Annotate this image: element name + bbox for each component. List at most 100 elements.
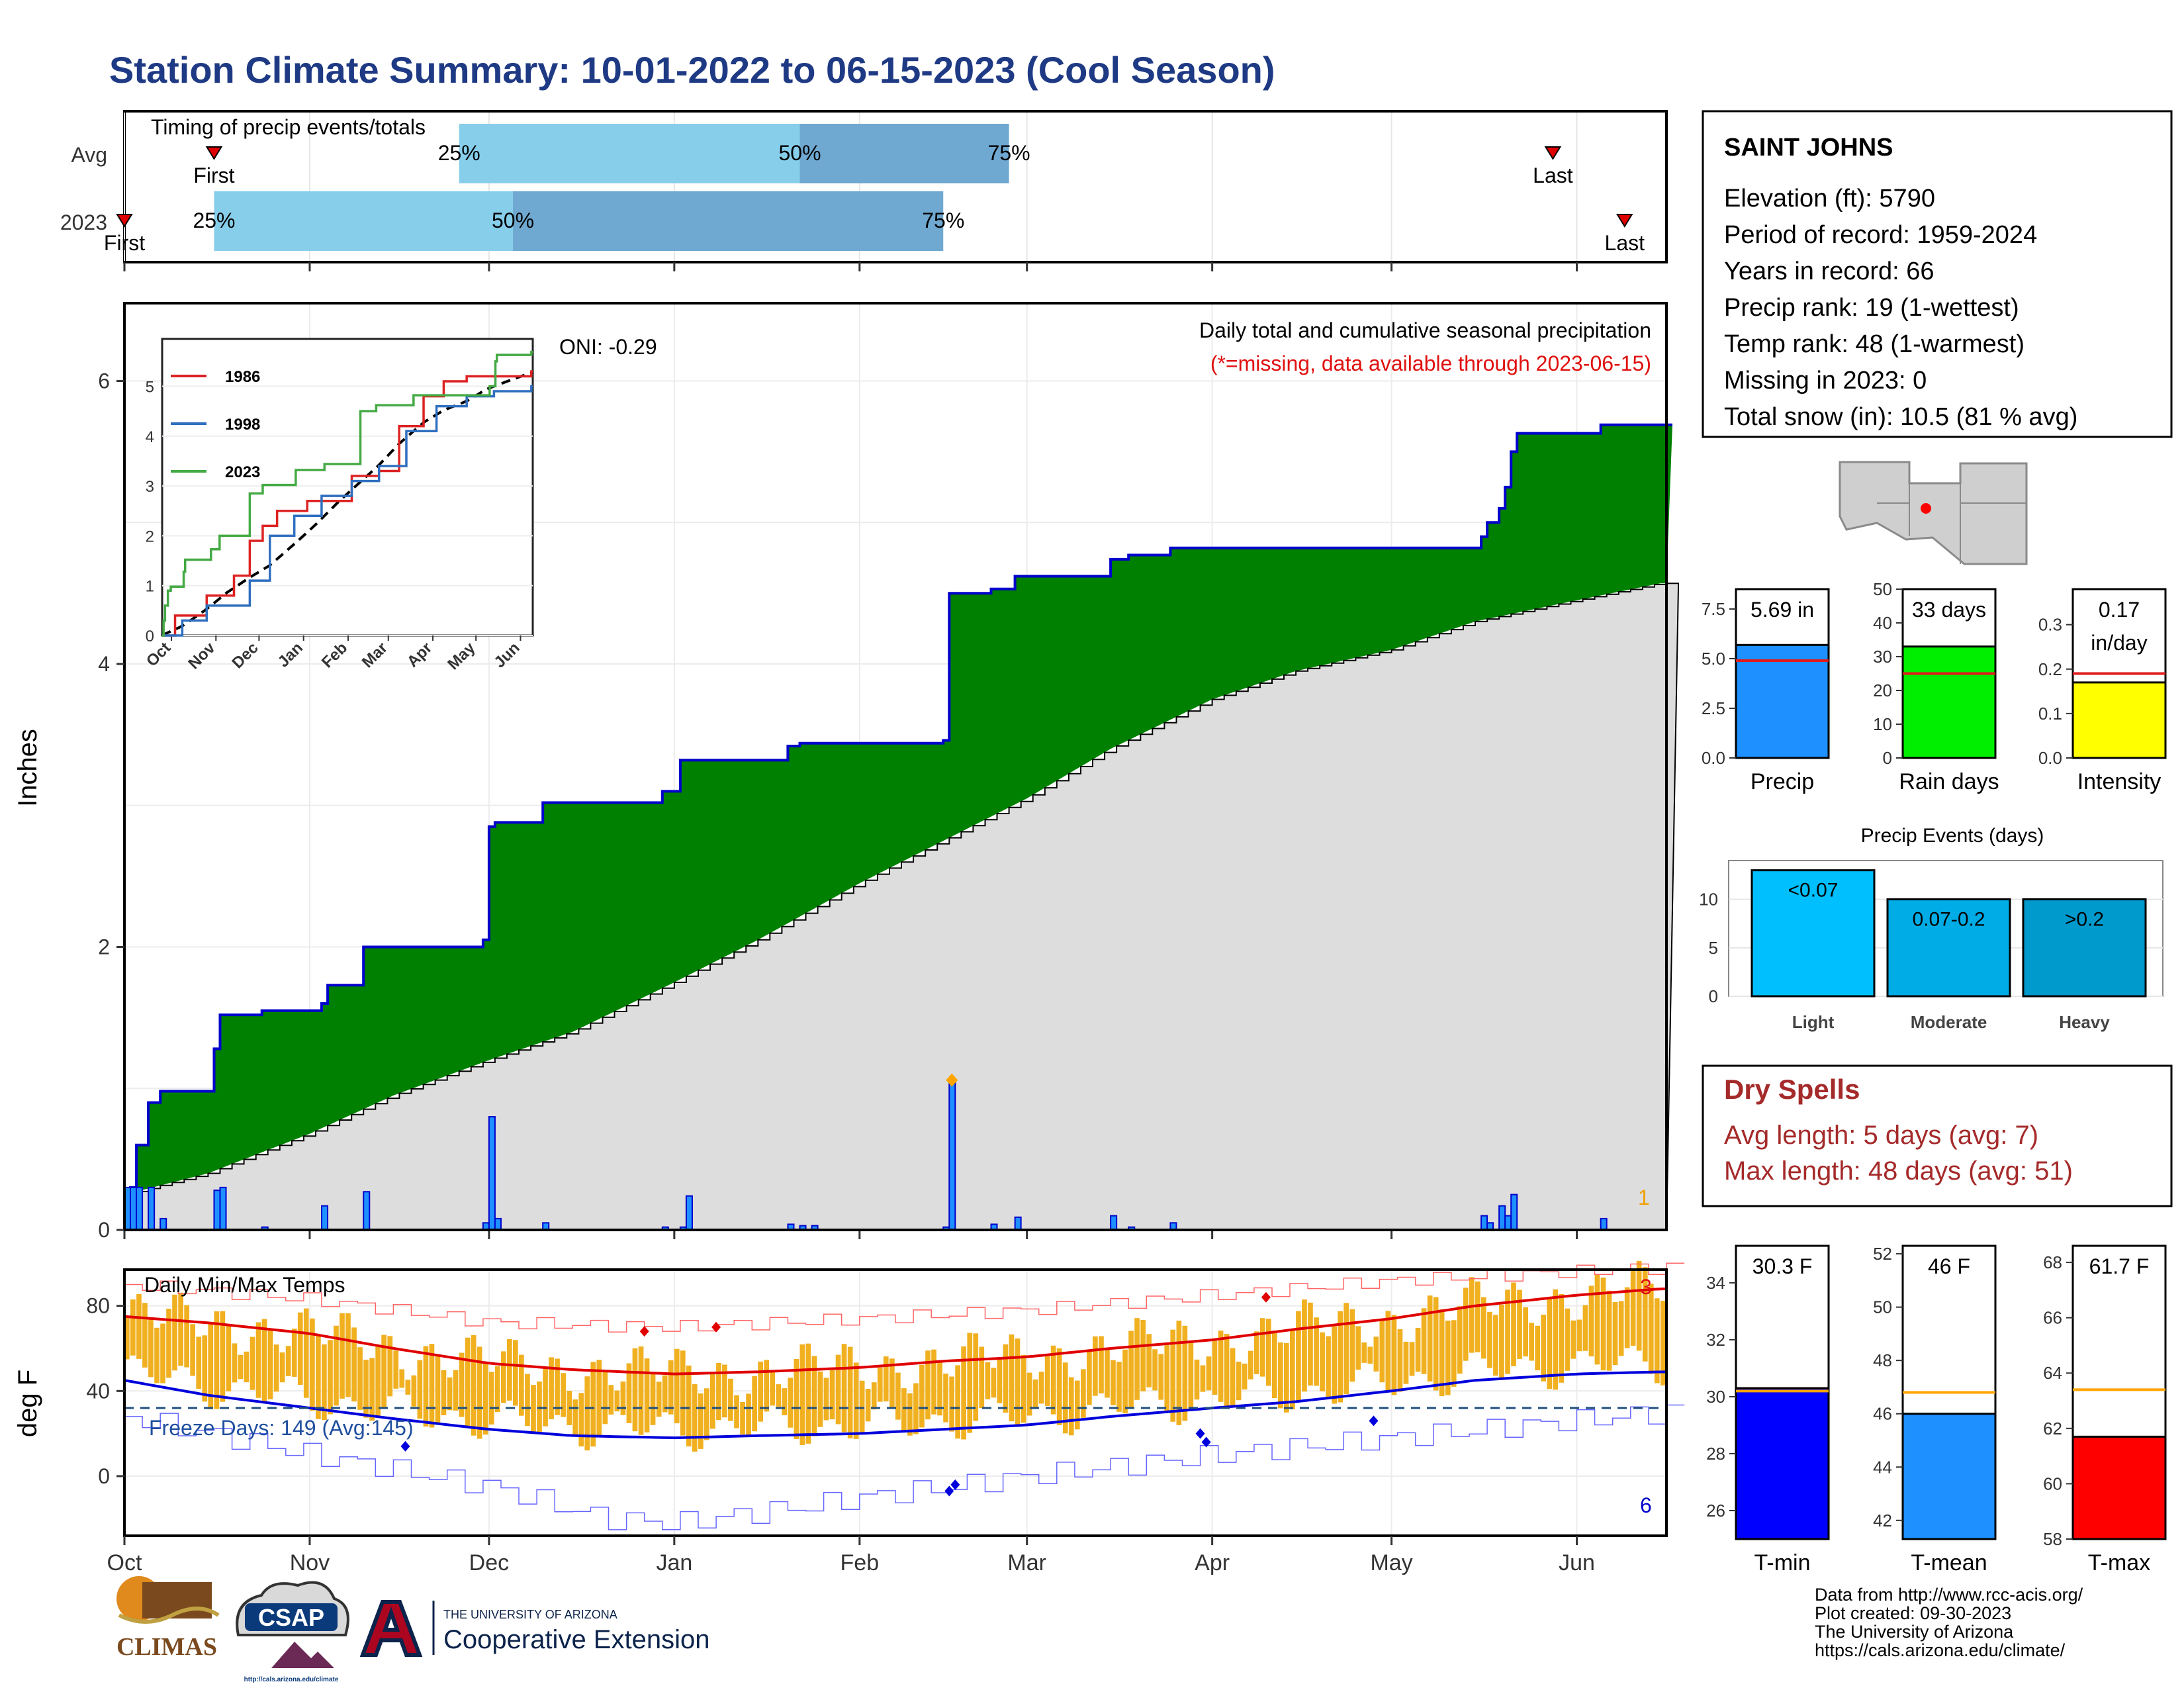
- inset-legend: 1986 1998 2023: [171, 368, 260, 481]
- temp-record-high-marker: [711, 1321, 721, 1333]
- temp-daily-range-bar: [488, 1372, 494, 1425]
- temp-daily-range-bar: [441, 1370, 447, 1415]
- summary-bar-label: Precip: [1751, 769, 1814, 794]
- events-bar-label: 0.07-0.2: [1912, 909, 1985, 931]
- temp-daily-range-bar: [1338, 1311, 1343, 1403]
- temp-daily-range-bar: [758, 1361, 763, 1422]
- summary-bar-tick-label: 50: [1873, 579, 1892, 599]
- temp-daily-range-bar: [1606, 1290, 1612, 1371]
- temp-summary-tick-label: 42: [1873, 1511, 1892, 1530]
- temp-daily-range-bar: [1278, 1342, 1283, 1409]
- summary-bar-tick-label: 0.0: [2038, 748, 2062, 768]
- summary-bar-tick-label: 0: [1883, 748, 1892, 768]
- temp-daily-range-bar: [1206, 1356, 1212, 1391]
- temp-daily-range-bar: [817, 1371, 823, 1427]
- events-y-tick-label: 5: [1709, 938, 1718, 958]
- temp-daily-range-bar: [1050, 1345, 1056, 1415]
- temp-daily-range-bar: [369, 1358, 375, 1421]
- temp-x-tick-label: Feb: [841, 1550, 880, 1575]
- temp-daily-range-bar: [1499, 1304, 1504, 1378]
- temp-daily-range-bar: [1284, 1342, 1289, 1413]
- events-category-label: Moderate: [1911, 1012, 1987, 1032]
- temp-y-tick-label: 80: [86, 1294, 110, 1318]
- temp-summary-tick-label: 60: [2043, 1474, 2062, 1493]
- temp-daily-range-bar: [991, 1368, 997, 1398]
- dry-spells-avg: Avg length: 5 days (avg: 7): [1724, 1121, 2038, 1150]
- temp-daily-range-bar: [1576, 1319, 1582, 1352]
- timing-percent-label: 50%: [778, 141, 821, 165]
- temp-daily-range-bar: [656, 1382, 662, 1417]
- temp-summary-tick-label: 44: [1873, 1457, 1892, 1477]
- temp-daily-range-bar: [1272, 1331, 1277, 1398]
- temp-daily-range-bar: [291, 1329, 297, 1377]
- temp-daily-range-bar: [1074, 1380, 1080, 1430]
- summary-bar-tick-label: 20: [1873, 680, 1892, 700]
- precip-daily-bar: [494, 1217, 502, 1231]
- footer-credit-line: https://cals.arizona.edu/climate/: [1815, 1640, 2066, 1660]
- temp-daily-range-bar: [1111, 1360, 1116, 1405]
- temp-daily-range-bar: [1648, 1284, 1654, 1374]
- temp-daily-range-bar: [1445, 1321, 1451, 1395]
- temp-daily-range-bar: [1081, 1369, 1086, 1418]
- temp-daily-range-bar: [614, 1390, 620, 1412]
- temp-daily-range-bar: [1630, 1270, 1636, 1346]
- temp-daily-range-bar: [172, 1294, 177, 1371]
- temp-summary-label: T-min: [1754, 1550, 1811, 1575]
- temp-daily-range-bar: [1588, 1286, 1594, 1357]
- temp-daily-range-bar: [608, 1385, 614, 1415]
- inset-series-line: [162, 370, 533, 637]
- temp-daily-range-bar: [895, 1372, 901, 1420]
- temp-daily-range-bar: [208, 1323, 214, 1409]
- temp-daily-range-bar: [1015, 1338, 1021, 1425]
- temp-daily-range-bar: [1553, 1289, 1559, 1390]
- precip-cumulative-line: [124, 423, 1672, 1231]
- temp-y-tick-label: 40: [86, 1379, 110, 1403]
- temp-daily-range-bar: [267, 1329, 273, 1399]
- temp-daily-range-bar: [340, 1313, 345, 1399]
- precip-count-label: 1: [1638, 1186, 1650, 1209]
- events-bar-label: <0.07: [1788, 880, 1839, 902]
- summary-bar-label: Rain days: [1899, 769, 1999, 794]
- timing-bar-25-50: [214, 191, 514, 251]
- temp-x-tick-label: Mar: [1007, 1550, 1046, 1575]
- temp-daily-range-bar: [1397, 1329, 1403, 1392]
- temp-daily-range-bar: [919, 1364, 925, 1428]
- temp-daily-range-bar: [1170, 1329, 1176, 1422]
- temp-daily-range-bar: [1636, 1260, 1642, 1351]
- temp-daily-range-bar: [1612, 1301, 1618, 1365]
- station-info-line: Years in record: 66: [1724, 258, 1934, 285]
- temp-daily-range-bar: [1367, 1346, 1373, 1364]
- temp-daily-range-bar: [788, 1378, 794, 1428]
- precip-max-event-marker: [946, 1073, 958, 1087]
- temp-panel-frame: [123, 1268, 1668, 1537]
- temp-daily-range-bar: [967, 1333, 973, 1433]
- precip-daily-bar: [219, 1186, 227, 1231]
- temp-daily-range-bar: [1296, 1311, 1301, 1401]
- temp-daily-range-bar: [405, 1380, 411, 1395]
- dry-spells-box: Dry Spells Avg length: 5 days (avg: 7) M…: [1702, 1064, 2173, 1207]
- station-info-line: Total snow (in): 10.5 (81 % avg): [1724, 403, 2077, 431]
- climas-logo-wave: [118, 1607, 220, 1624]
- events-bar: [2022, 898, 2147, 998]
- ua-logo-small-text: THE UNIVERSITY OF ARIZONA: [443, 1608, 617, 1621]
- station-info-line: Missing in 2023: 0: [1724, 367, 1927, 395]
- temp-record-max-line: [124, 1262, 1685, 1333]
- temp-daily-range-bar: [1099, 1336, 1104, 1393]
- temp-daily-range-bar: [1134, 1318, 1140, 1400]
- precip-daily-bar: [488, 1116, 496, 1231]
- temp-daily-range-bar: [1624, 1287, 1630, 1348]
- temp-daily-range-bar: [961, 1346, 966, 1440]
- temp-daily-range-bar: [602, 1370, 608, 1425]
- summary-bar-label: Intensity: [2077, 769, 2161, 794]
- temp-daily-range-bar: [555, 1358, 560, 1415]
- temp-daily-range-bar: [943, 1374, 948, 1423]
- footer-credits: Data from http://www.rcc-acis.org/Plot c…: [1815, 1585, 2083, 1660]
- precip-daily-bar: [1498, 1205, 1506, 1231]
- temp-daily-range-bar: [1642, 1267, 1648, 1362]
- temp-daily-range-bar: [142, 1303, 148, 1368]
- temp-daily-range-bar: [148, 1318, 154, 1378]
- temp-record-low-marker: [1369, 1415, 1379, 1427]
- temp-summary-tick-label: 62: [2043, 1419, 2062, 1438]
- temp-daily-range-bar: [680, 1350, 686, 1436]
